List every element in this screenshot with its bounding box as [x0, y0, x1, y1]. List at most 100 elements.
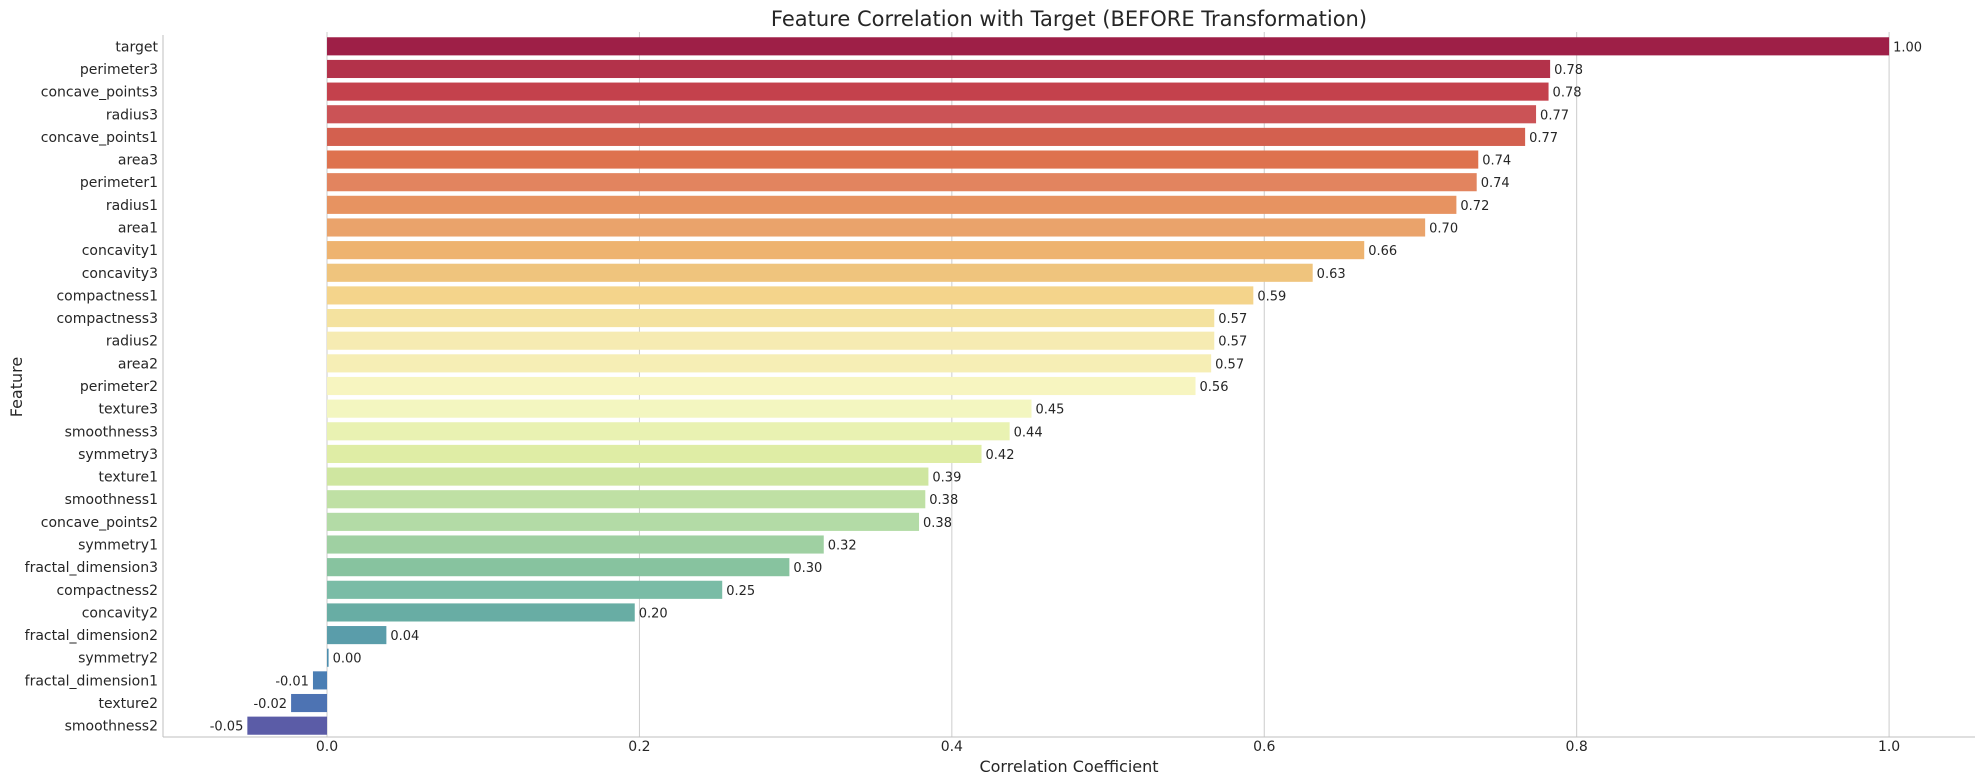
- y-tick-label: radius2: [106, 334, 158, 350]
- y-tick-label: compactness2: [56, 583, 158, 599]
- y-tick-labels: target perimeter3 concave_points3 radius3 co…: [25, 39, 159, 734]
- x-tick-label: 0.0: [316, 739, 338, 755]
- x-axis-label: Correlation Coefficient: [979, 757, 1158, 776]
- data-label-area1: 0.70: [1429, 221, 1458, 236]
- y-tick-label: symmetry1: [78, 538, 158, 554]
- y-tick-label: perimeter3: [80, 62, 158, 78]
- y-tick-label: concavity2: [82, 605, 158, 621]
- bar-concavity2: [327, 603, 635, 622]
- data-labels: 1.00 0.78 0.78 0.77 0.77 0.74 0.74 0.720.70 0.66…: [210, 40, 1922, 734]
- bar-radius1: [327, 195, 1457, 214]
- data-label-concavity2: 0.20: [639, 606, 668, 621]
- bar-smoothness1: [327, 490, 926, 509]
- bar-smoothness2: [247, 716, 328, 735]
- bar-compactness2: [327, 580, 723, 599]
- y-tick-label: concave_points1: [41, 130, 158, 146]
- bar-concavity1: [327, 241, 1365, 260]
- data-label-compactness1: 0.59: [1257, 289, 1286, 304]
- axis-spines: [162, 35, 1975, 738]
- data-label-concavity1: 0.66: [1368, 244, 1397, 259]
- y-tick-label: concavity1: [82, 243, 158, 259]
- bar-smoothness3: [327, 422, 1010, 441]
- y-tick-label: texture1: [99, 470, 158, 486]
- bar-concave_points2: [327, 512, 920, 531]
- bar-radius3: [327, 105, 1537, 124]
- chart-title: Feature Correlation with Target (BEFORE …: [771, 7, 1367, 31]
- data-label-radius1: 0.72: [1460, 199, 1489, 214]
- x-tick-label: 0.6: [1253, 739, 1275, 755]
- data-label-radius3: 0.77: [1540, 108, 1569, 123]
- data-label-texture3: 0.45: [1036, 403, 1065, 418]
- data-label-smoothness2: -0.05: [210, 720, 244, 735]
- y-tick-label: texture3: [99, 402, 158, 418]
- data-label-smoothness1: 0.38: [929, 493, 958, 508]
- data-label-texture1: 0.39: [932, 471, 961, 486]
- x-tick-label: 1.0: [1878, 739, 1900, 755]
- bar-texture3: [327, 399, 1032, 418]
- y-tick-label: perimeter2: [80, 379, 158, 395]
- data-label-area3: 0.74: [1482, 154, 1511, 169]
- bar-perimeter3: [327, 59, 1551, 79]
- y-tick-label: compactness1: [56, 288, 158, 304]
- data-label-compactness3: 0.57: [1218, 312, 1247, 327]
- y-axis-label: Feature: [7, 357, 26, 417]
- data-label-fractal_dimension3: 0.30: [793, 561, 822, 576]
- y-tick-label: symmetry3: [78, 447, 158, 463]
- data-label-target: 1.00: [1893, 40, 1922, 55]
- y-tick-label: radius1: [106, 198, 158, 214]
- data-label-concave_points3: 0.78: [1553, 86, 1582, 101]
- y-tick-label: radius3: [106, 107, 158, 123]
- y-tick-label: texture2: [99, 696, 158, 712]
- bar-area3: [327, 150, 1479, 169]
- y-tick-label: concave_points3: [41, 85, 158, 101]
- bar-fractal_dimension1: [312, 671, 328, 690]
- bar-compactness1: [327, 286, 1254, 305]
- bars: [247, 37, 1890, 735]
- x-tick-label: 0.2: [628, 739, 650, 755]
- x-tick-label: 0.8: [1566, 739, 1588, 755]
- y-tick-label: area3: [118, 153, 158, 169]
- bar-area1: [327, 218, 1426, 237]
- bar-perimeter1: [327, 173, 1477, 192]
- data-label-symmetry3: 0.42: [986, 448, 1015, 463]
- data-label-symmetry1: 0.32: [828, 539, 857, 554]
- x-tick-label: 0.4: [941, 739, 963, 755]
- y-tick-label: area1: [118, 220, 158, 236]
- y-tick-label: target: [115, 39, 158, 55]
- data-label-symmetry2: 0.00: [333, 652, 362, 667]
- bar-symmetry3: [327, 444, 982, 463]
- bar-concave_points3: [327, 82, 1549, 101]
- y-tick-label: smoothness3: [65, 424, 158, 440]
- bar-perimeter2: [327, 376, 1196, 396]
- bar-fractal_dimension3: [327, 558, 790, 577]
- y-tick-label: perimeter1: [80, 175, 158, 191]
- y-tick-label: area2: [118, 356, 158, 372]
- data-label-texture2: -0.02: [253, 697, 287, 712]
- data-label-concavity3: 0.63: [1317, 267, 1346, 282]
- bar-texture1: [327, 467, 929, 486]
- bar-radius2: [327, 331, 1215, 350]
- bar-symmetry1: [327, 535, 824, 554]
- y-tick-label: concavity3: [82, 266, 158, 282]
- bar-target: [327, 37, 1890, 56]
- bar-concave_points1: [327, 127, 1526, 146]
- data-label-perimeter1: 0.74: [1481, 176, 1510, 191]
- y-tick-label: smoothness2: [65, 719, 158, 735]
- data-label-smoothness3: 0.44: [1014, 425, 1043, 440]
- bar-compactness3: [327, 309, 1215, 328]
- data-label-concave_points1: 0.77: [1529, 131, 1558, 146]
- x-tick-labels: 0.0 0.2 0.4 0.6 0.8 1.0: [316, 739, 1900, 755]
- data-label-concave_points2: 0.38: [923, 516, 952, 531]
- data-label-perimeter2: 0.56: [1200, 380, 1229, 395]
- bar-texture2: [291, 693, 328, 713]
- y-tick-label: fractal_dimension2: [25, 628, 158, 644]
- y-tick-label: compactness3: [56, 311, 158, 327]
- bar-fractal_dimension2: [327, 626, 387, 645]
- data-label-compactness2: 0.25: [726, 584, 755, 599]
- y-tick-label: fractal_dimension1: [25, 673, 158, 689]
- data-label-area2: 0.57: [1215, 357, 1244, 372]
- data-label-perimeter3: 0.78: [1554, 63, 1583, 78]
- y-tick-label: fractal_dimension3: [25, 560, 158, 576]
- data-label-fractal_dimension2: 0.04: [390, 629, 419, 644]
